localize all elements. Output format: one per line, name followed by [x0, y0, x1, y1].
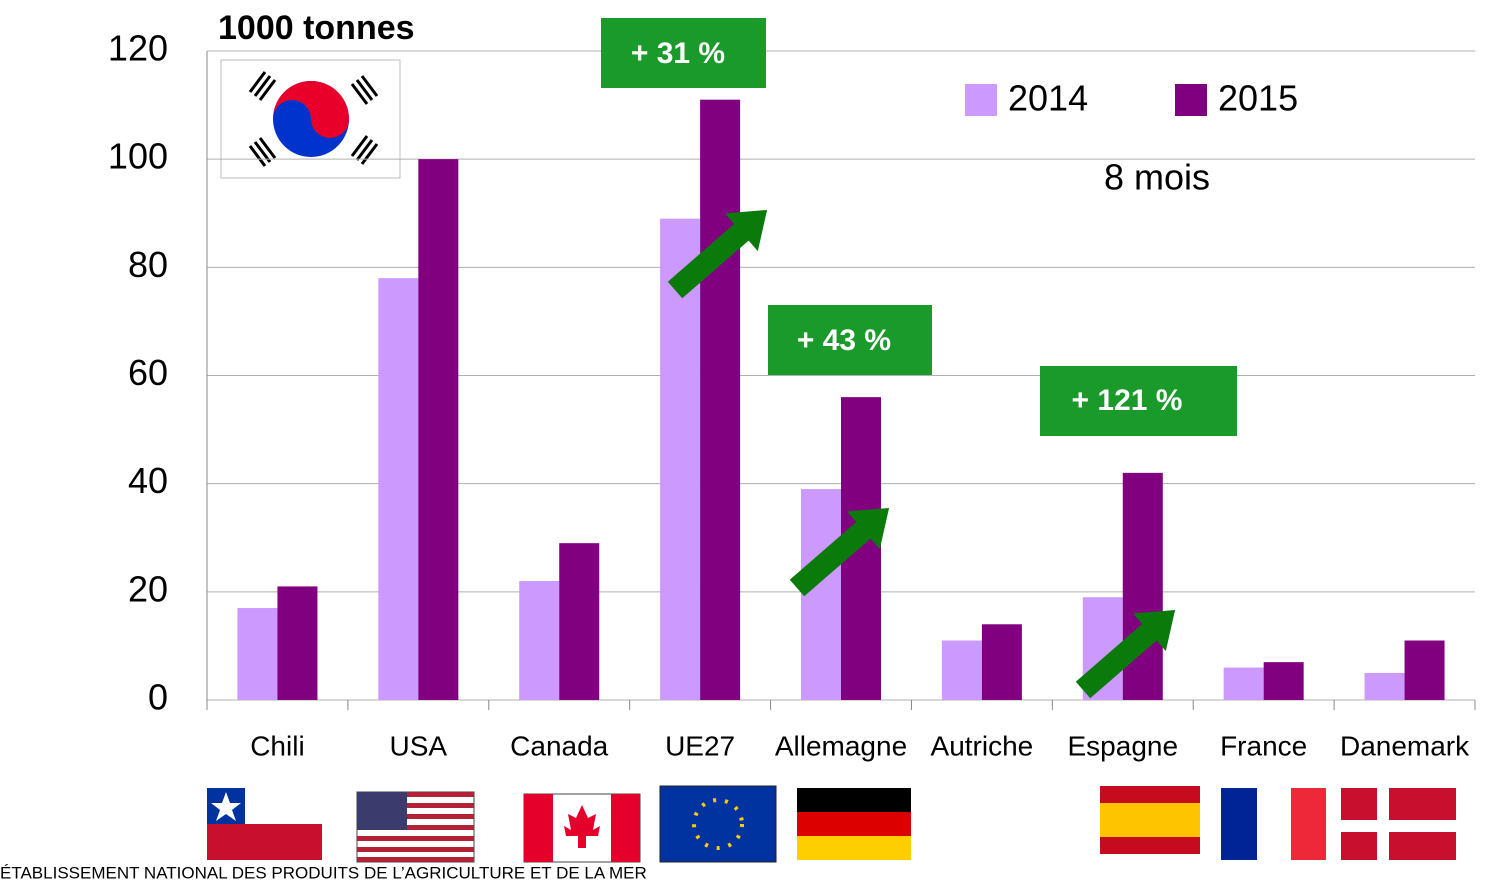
bar: [1263, 662, 1304, 700]
bar: [277, 586, 318, 700]
x-tick-label: Canada: [510, 730, 609, 761]
subtitle: 8 mois: [1104, 157, 1210, 198]
annotation-box: [1040, 366, 1237, 436]
y-tick-label: 20: [128, 568, 168, 609]
x-tick-label: Autriche: [931, 730, 1034, 761]
y-tick-label: 100: [108, 136, 168, 177]
bar: [1404, 640, 1445, 700]
x-tick-label: Chili: [250, 730, 304, 761]
chart-title: 1000 tonnes: [218, 9, 415, 47]
x-tick-label: UE27: [665, 730, 735, 761]
bar: [1364, 672, 1405, 700]
y-tick-label: 40: [128, 460, 168, 501]
bar: [418, 159, 459, 700]
flags: [207, 785, 1456, 863]
x-tick-label: Danemark: [1340, 730, 1470, 761]
bar: [237, 608, 278, 700]
annotation-box: [768, 305, 932, 375]
x-tick-label: Allemagne: [775, 730, 907, 761]
bar: [1223, 667, 1264, 700]
annotation: + 121 %: [1072, 384, 1183, 417]
x-tick-label: Espagne: [1068, 730, 1179, 761]
bar: [559, 543, 600, 700]
annotation: + 43 %: [797, 324, 891, 357]
bar: [981, 624, 1022, 700]
x-tick-label: France: [1220, 730, 1307, 761]
bar: [519, 581, 560, 700]
y-tick-label: 0: [148, 677, 168, 718]
arrows: [667, 209, 1176, 699]
korea-flag: [220, 59, 401, 179]
x-tick-label: USA: [390, 730, 448, 761]
y-tick-label: 60: [128, 352, 168, 393]
y-tick-label: 120: [108, 28, 168, 69]
bar: [660, 218, 701, 701]
legend-swatch: [1175, 84, 1207, 116]
source: ÉTABLISSEMENT NATIONAL DES PRODUITS DE L…: [0, 863, 647, 882]
annotation-box: [601, 18, 766, 88]
legend-swatch: [965, 84, 997, 116]
annotation: + 31 %: [631, 37, 725, 70]
legend-label: 2015: [1218, 78, 1298, 119]
bar: [700, 99, 741, 701]
bar: [378, 278, 419, 700]
bar: [801, 489, 841, 700]
bar: [941, 640, 982, 700]
y-tick-label: 80: [128, 244, 168, 285]
bar: [1122, 472, 1163, 700]
legend-label: 2014: [1008, 78, 1088, 119]
